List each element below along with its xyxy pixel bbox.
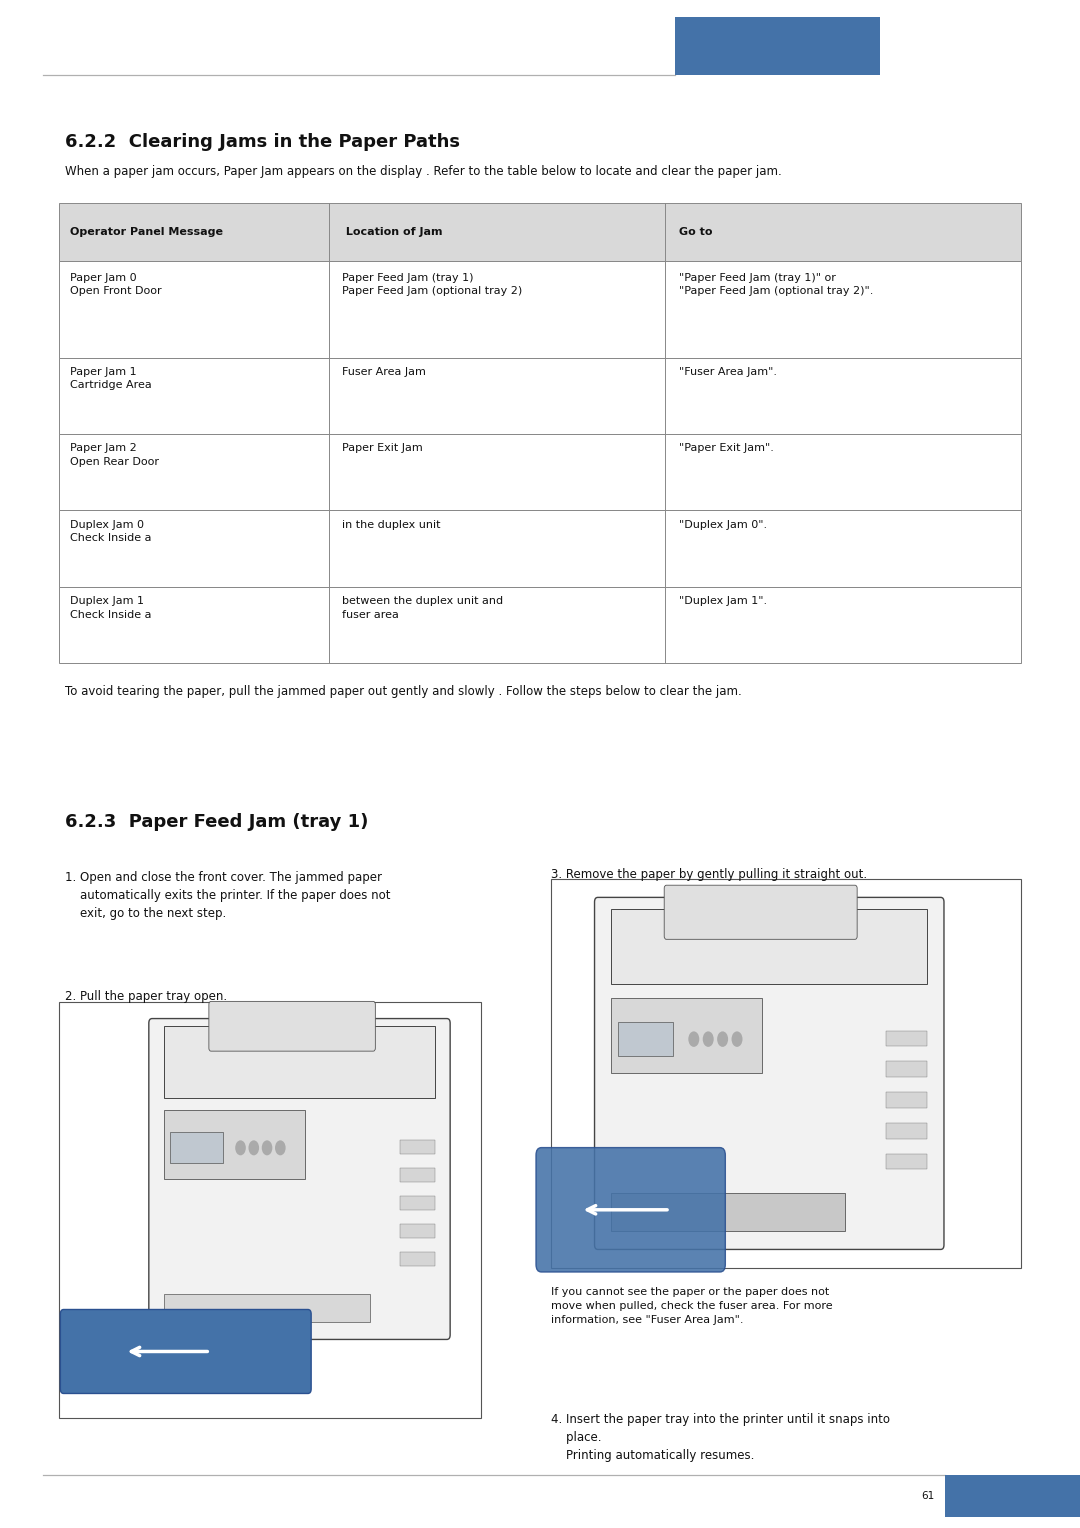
Bar <box>400 1140 435 1154</box>
Bar <box>59 510 1021 587</box>
FancyBboxPatch shape <box>208 1001 376 1051</box>
Text: in the duplex unit: in the duplex unit <box>342 520 441 530</box>
Bar <box>611 998 762 1073</box>
Bar <box>551 879 1021 1268</box>
Text: Duplex Jam 1
Check Inside a: Duplex Jam 1 Check Inside a <box>70 596 151 619</box>
Text: Duplex Jam 0
Check Inside a: Duplex Jam 0 Check Inside a <box>70 520 151 542</box>
Text: To avoid tearing the paper, pull the jammed paper out gently and slowly . Follow: To avoid tearing the paper, pull the jam… <box>65 685 742 698</box>
Bar <box>164 1027 435 1099</box>
Bar <box>886 1062 927 1077</box>
Text: "Paper Feed Jam (tray 1)" or
"Paper Feed Jam (optional tray 2)".: "Paper Feed Jam (tray 1)" or "Paper Feed… <box>679 274 874 296</box>
Text: 6.2.2  Clearing Jams in the Paper Paths: 6.2.2 Clearing Jams in the Paper Paths <box>65 133 460 151</box>
FancyBboxPatch shape <box>60 1309 311 1394</box>
Circle shape <box>275 1140 285 1155</box>
Bar <box>886 1093 927 1108</box>
Text: 4. Insert the paper tray into the printer until it snaps into
    place.
    Pri: 4. Insert the paper tray into the printe… <box>551 1413 890 1462</box>
Bar <box>619 1022 673 1056</box>
Bar <box>170 1132 222 1163</box>
FancyBboxPatch shape <box>664 885 858 940</box>
Text: between the duplex unit and
fuser area: between the duplex unit and fuser area <box>342 596 503 619</box>
Bar <box>886 1030 927 1047</box>
Circle shape <box>248 1140 259 1155</box>
Bar <box>886 1123 927 1138</box>
Text: "Fuser Area Jam".: "Fuser Area Jam". <box>679 367 778 377</box>
Text: Paper Jam 0
Open Front Door: Paper Jam 0 Open Front Door <box>70 274 162 296</box>
Circle shape <box>703 1031 714 1047</box>
Text: 61: 61 <box>921 1491 934 1500</box>
Circle shape <box>731 1031 743 1047</box>
Bar <box>400 1196 435 1210</box>
Text: Paper Jam 2
Open Rear Door: Paper Jam 2 Open Rear Door <box>70 443 159 466</box>
Text: Paper Jam 1
Cartridge Area: Paper Jam 1 Cartridge Area <box>70 367 152 390</box>
Bar <box>611 909 927 984</box>
Bar <box>675 17 880 75</box>
Text: Paper Exit Jam: Paper Exit Jam <box>342 443 422 454</box>
Bar <box>611 1193 845 1232</box>
Text: 1. Open and close the front cover. The jammed paper
    automatically exits the : 1. Open and close the front cover. The j… <box>65 871 390 920</box>
Bar <box>59 434 1021 510</box>
Text: Operator Panel Message: Operator Panel Message <box>70 228 224 237</box>
Text: Go to: Go to <box>679 228 713 237</box>
Text: 2. Pull the paper tray open.: 2. Pull the paper tray open. <box>65 990 227 1004</box>
Text: 3. Remove the paper by gently pulling it straight out.: 3. Remove the paper by gently pulling it… <box>551 868 867 882</box>
Text: Paper Feed Jam (tray 1)
Paper Feed Jam (optional tray 2): Paper Feed Jam (tray 1) Paper Feed Jam (… <box>342 274 523 296</box>
Text: "Paper Exit Jam".: "Paper Exit Jam". <box>679 443 774 454</box>
Circle shape <box>688 1031 699 1047</box>
Text: When a paper jam occurs, Paper Jam appears on the display . Refer to the table b: When a paper jam occurs, Paper Jam appea… <box>65 165 782 179</box>
Circle shape <box>717 1031 728 1047</box>
Bar <box>59 587 1021 663</box>
Bar <box>164 1111 306 1180</box>
Text: Fuser Area Jam: Fuser Area Jam <box>342 367 426 377</box>
Bar <box>886 1154 927 1169</box>
Bar <box>945 1475 1080 1517</box>
Text: "Duplex Jam 1".: "Duplex Jam 1". <box>679 596 767 607</box>
Text: Location of Jam: Location of Jam <box>342 228 443 237</box>
Text: If you cannot see the paper or the paper does not
move when pulled, check the fu: If you cannot see the paper or the paper… <box>551 1287 833 1325</box>
Bar <box>164 1294 370 1322</box>
Text: 6.2.3  Paper Feed Jam (tray 1): 6.2.3 Paper Feed Jam (tray 1) <box>65 813 368 831</box>
Circle shape <box>261 1140 272 1155</box>
FancyBboxPatch shape <box>536 1148 726 1271</box>
FancyBboxPatch shape <box>594 897 944 1250</box>
Text: "Duplex Jam 0".: "Duplex Jam 0". <box>679 520 767 530</box>
Bar <box>59 358 1021 434</box>
Bar <box>59 203 1021 261</box>
FancyBboxPatch shape <box>149 1019 450 1340</box>
Bar <box>400 1167 435 1183</box>
Bar <box>59 261 1021 358</box>
Bar <box>400 1253 435 1267</box>
Circle shape <box>235 1140 246 1155</box>
Bar <box>59 1002 481 1418</box>
Bar <box>400 1224 435 1238</box>
